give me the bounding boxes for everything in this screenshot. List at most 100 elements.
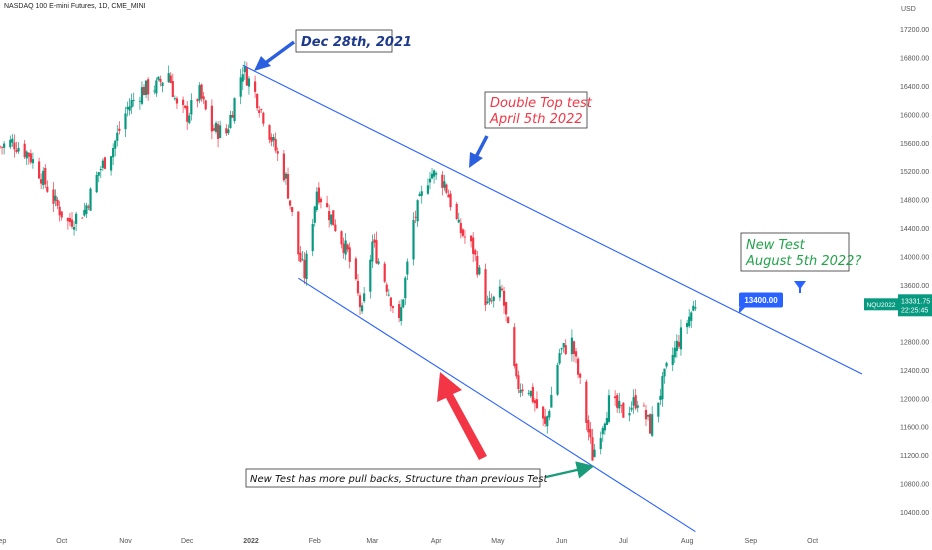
y-tick-label: 14800.00 (900, 198, 929, 205)
candle-body (262, 112, 265, 124)
candle-body (562, 343, 565, 348)
candle-body (550, 395, 553, 408)
candle-body (200, 84, 203, 99)
annotation-double-top-arrow-head (469, 152, 483, 168)
candle-body (25, 151, 28, 159)
candle-body (317, 187, 320, 203)
candle-body (181, 99, 185, 105)
candle-body (344, 240, 347, 255)
candle-body (99, 169, 102, 171)
candle-body (398, 304, 401, 319)
x-tick-label: Apr (431, 538, 443, 545)
x-tick-label: Feb (309, 538, 321, 545)
candle-body (651, 414, 654, 436)
candle-body (484, 269, 487, 306)
candle-body (219, 125, 222, 138)
candle-body (260, 109, 263, 110)
candle-body (157, 76, 160, 80)
candle-body (315, 191, 318, 210)
candle-body (463, 236, 467, 238)
candle-body (83, 210, 86, 216)
y-tick-label: 11200.00 (900, 453, 929, 460)
candle-body (188, 115, 191, 123)
x-tick-label: Dec (181, 538, 194, 545)
chart-title: NASDAQ 100 E-mini Futures, 1D, CME_MINI (4, 3, 146, 10)
candle-body (216, 124, 220, 139)
candle-body (140, 87, 144, 104)
candle-body (389, 297, 392, 307)
candle-body (457, 219, 460, 223)
price-label-text: 13400.00 (744, 296, 778, 305)
candle-body (301, 258, 304, 260)
candle-body (17, 147, 20, 152)
candle-body (416, 200, 419, 222)
annotation-new-test-line1: New Test (746, 238, 806, 253)
candle-body (428, 178, 432, 183)
x-tick-label: Oct (807, 538, 818, 545)
candle-body (521, 389, 524, 392)
candle-body (599, 438, 602, 450)
y-tick-label: 16400.00 (900, 84, 929, 91)
candle-body (589, 429, 592, 438)
candle-body (29, 153, 32, 163)
price-target-marker (794, 281, 806, 293)
candle-body (574, 351, 578, 357)
candle-body (348, 247, 351, 262)
candle-body (472, 237, 475, 254)
candle-body (679, 327, 683, 350)
candle-body (46, 186, 49, 192)
candle-body (490, 300, 493, 302)
candle-body (671, 354, 674, 365)
candle-body (247, 78, 251, 87)
candle-body (474, 250, 477, 255)
candle-body (649, 414, 652, 434)
candle-body (0, 146, 4, 148)
candle-body (459, 223, 462, 234)
candle-body (272, 136, 275, 141)
candle-body (354, 258, 358, 280)
candle-body (591, 437, 594, 461)
candle-body (601, 428, 604, 435)
candle-body (587, 420, 590, 433)
candle-body (299, 252, 302, 262)
candle-body (44, 168, 47, 185)
candle-body (360, 305, 364, 312)
candle-body (504, 302, 508, 315)
candle-body (400, 307, 403, 322)
candle-body (254, 81, 257, 92)
candle-body (184, 105, 187, 108)
candle-body (406, 261, 409, 275)
annotation-dec28-arrow-head (254, 56, 271, 71)
candle-body (616, 395, 619, 408)
candle-body (303, 259, 306, 279)
candle-body (15, 149, 18, 152)
candle-body (688, 316, 691, 327)
candle-body (81, 217, 84, 219)
annotation-red-arrow (437, 372, 487, 460)
candle-body (0, 146, 2, 148)
candle-body (11, 138, 14, 143)
candle-body (544, 416, 547, 424)
candle-body (311, 223, 314, 252)
candle-body (124, 113, 127, 130)
candle-body (657, 402, 660, 417)
candle-body (659, 395, 662, 400)
candle-body (60, 211, 63, 218)
candle-body (13, 142, 16, 150)
candle-body (502, 290, 506, 306)
candle-body (153, 90, 156, 92)
candle-body (276, 151, 279, 154)
candle-body (644, 409, 648, 420)
candle-body (404, 277, 407, 299)
candle-body (58, 206, 61, 216)
candle-body (95, 174, 98, 193)
candle-body (54, 195, 57, 201)
candle-body (642, 405, 646, 407)
candle-body (305, 253, 308, 280)
candlestick-series (0, 61, 697, 461)
candle-body (663, 368, 666, 377)
candle-body (87, 206, 90, 208)
candle-body (634, 395, 637, 409)
candle-body (519, 389, 522, 393)
